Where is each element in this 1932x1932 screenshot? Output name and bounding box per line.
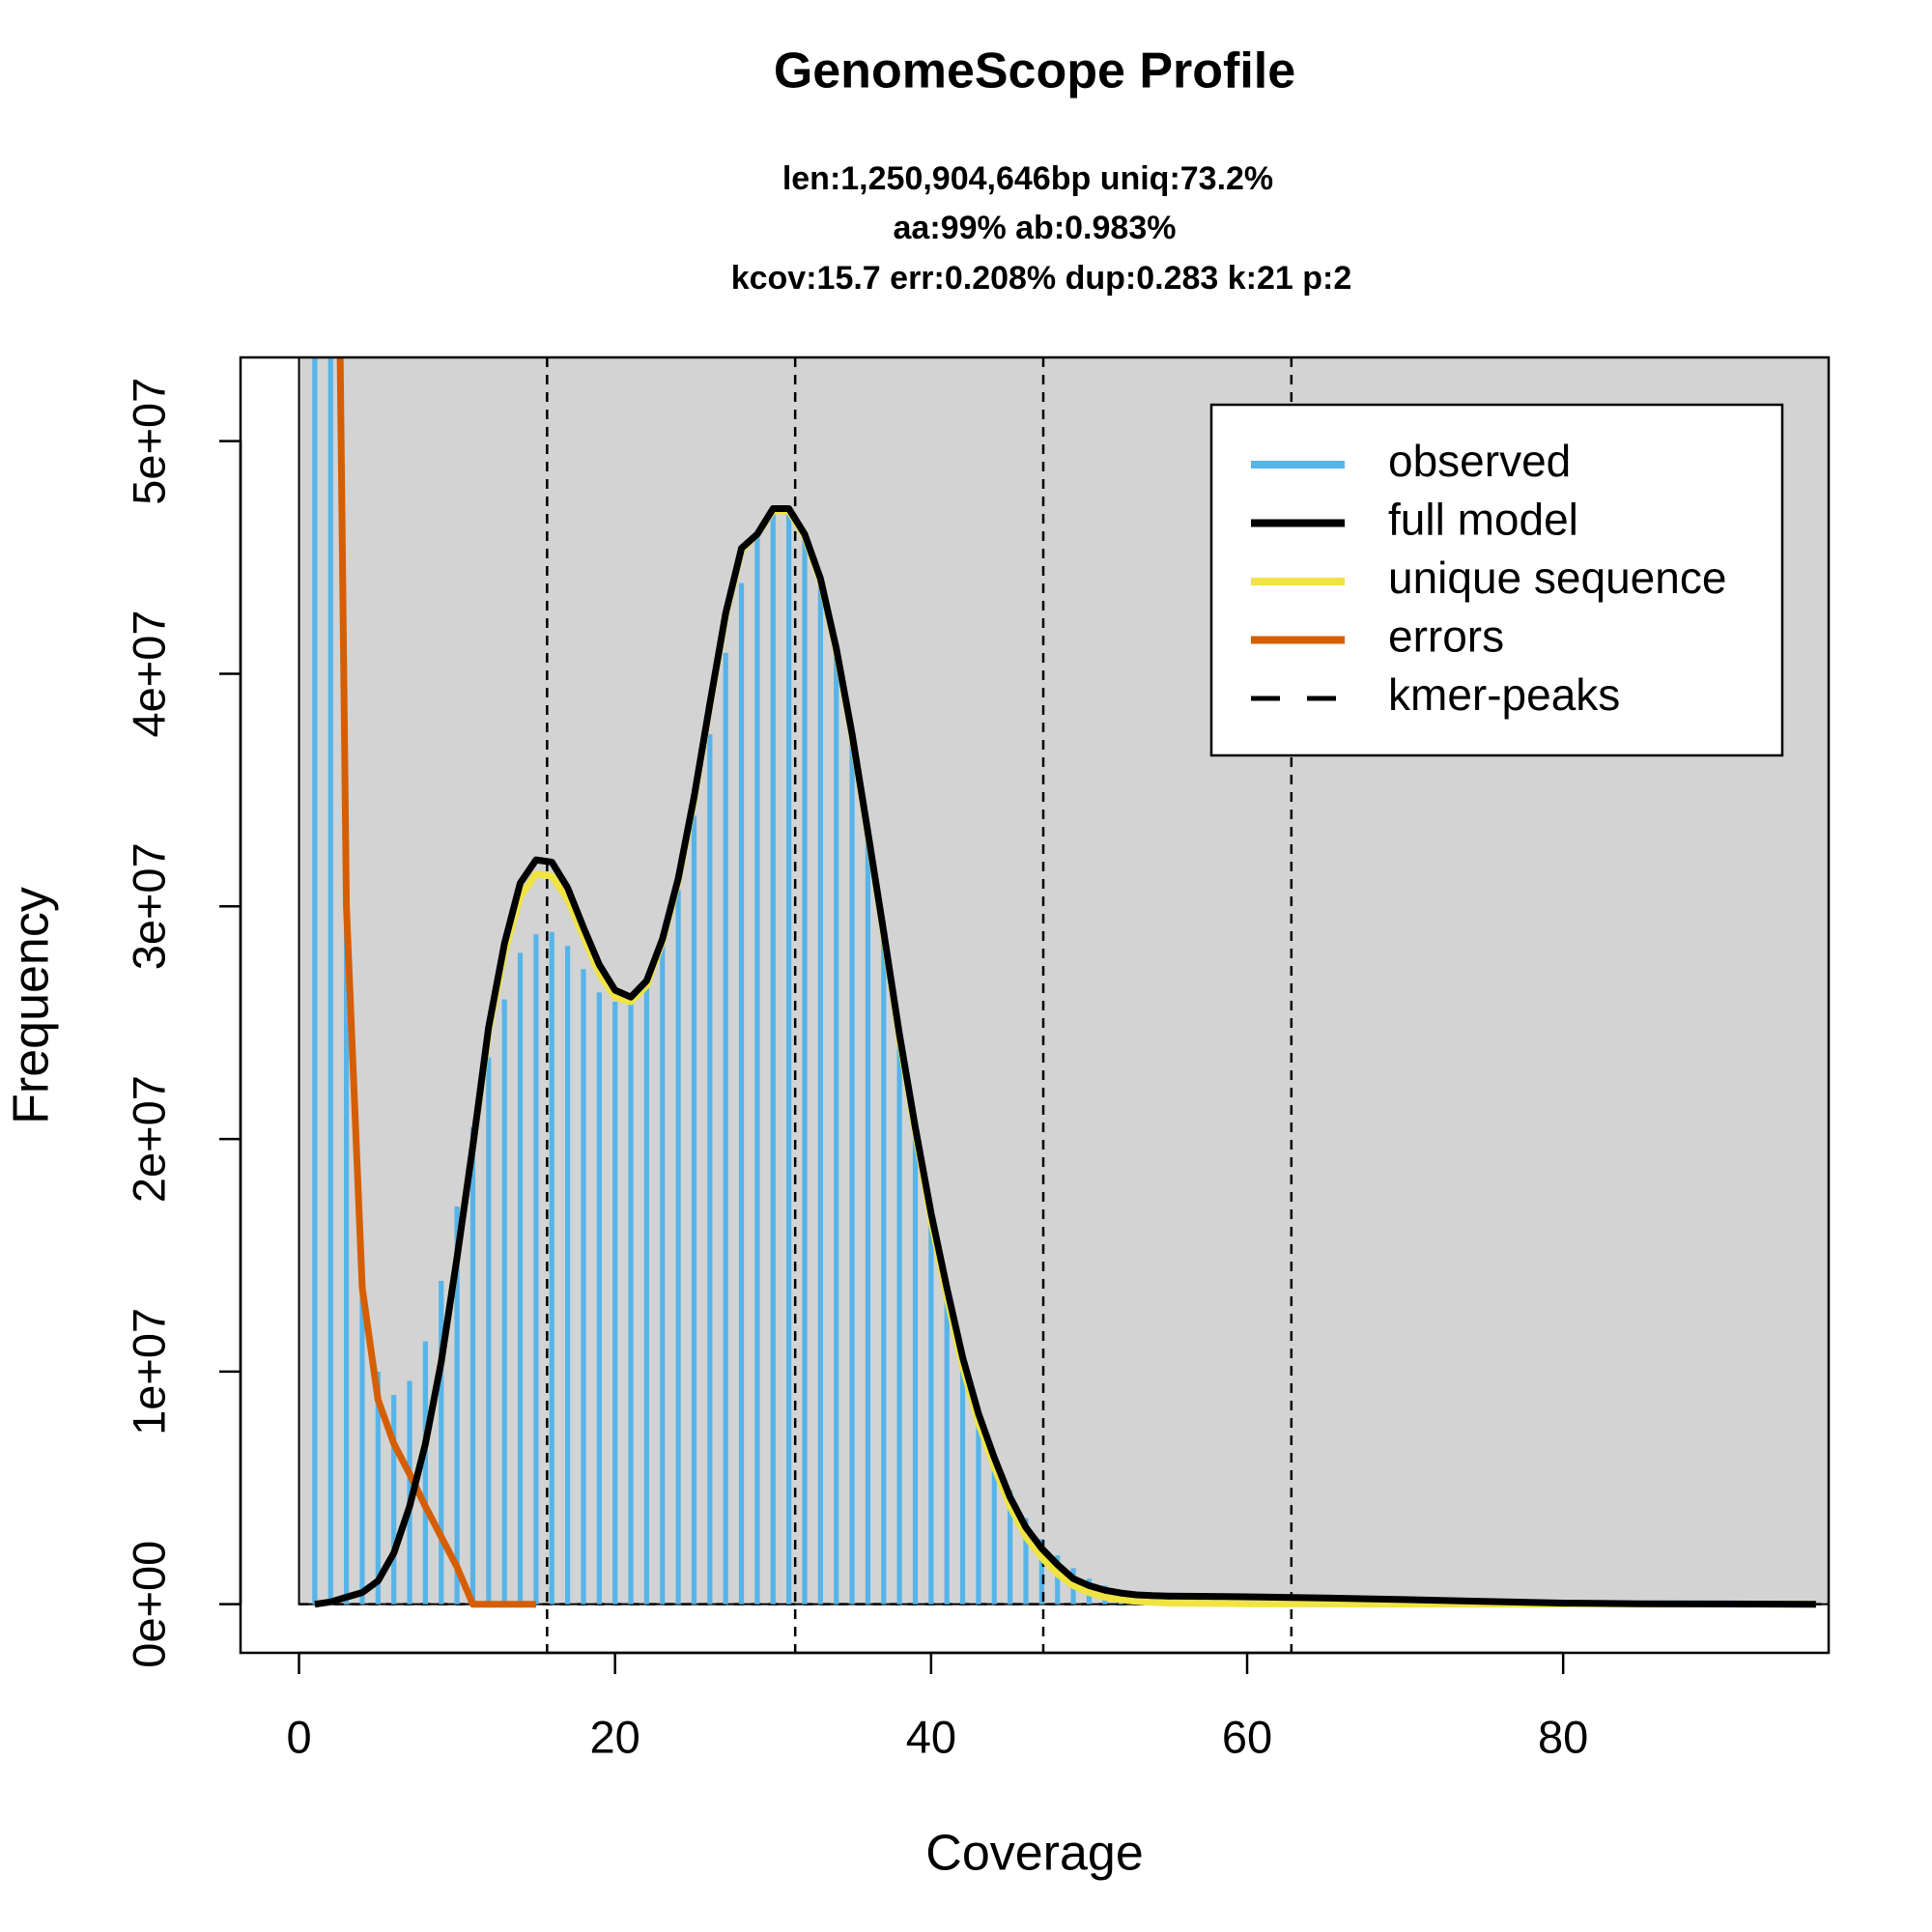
bar <box>612 1002 618 1605</box>
bar <box>881 934 887 1605</box>
legend-label: kmer-peaks <box>1388 669 1620 720</box>
x-tick-label: 60 <box>1222 1711 1272 1762</box>
bar <box>391 1394 397 1605</box>
y-tick-label: 4e+07 <box>123 610 174 737</box>
bar <box>422 1341 428 1605</box>
bar <box>344 906 350 1605</box>
bar <box>707 734 713 1605</box>
bar <box>549 931 554 1605</box>
plot-area <box>298 357 1829 1653</box>
bar <box>454 1206 460 1605</box>
bar <box>312 357 318 1605</box>
chart-subtitle: len:1,250,904,646bp uniq:73.2% <box>782 160 1273 197</box>
y-tick-label: 3e+07 <box>123 842 174 970</box>
y-tick-label: 5e+07 <box>123 378 174 505</box>
line <box>314 505 1816 1608</box>
legend-label: unique sequence <box>1388 553 1726 603</box>
bar <box>849 734 855 1605</box>
bar <box>327 357 333 1605</box>
bar <box>944 1288 950 1605</box>
bar <box>959 1357 966 1605</box>
chart-subtitle: aa:99% ab:0.983% <box>894 210 1177 246</box>
bar <box>723 652 728 1605</box>
legend-label: observed <box>1388 436 1571 486</box>
bar <box>817 584 823 1605</box>
bar <box>1038 1539 1044 1605</box>
y-tick-label: 2e+07 <box>123 1075 174 1203</box>
bar <box>865 834 871 1605</box>
bar <box>991 1455 997 1605</box>
y-tick-label: 0e+00 <box>123 1541 174 1668</box>
chart-title: GenomeScope Profile <box>774 43 1295 99</box>
legend-label: full model <box>1388 495 1578 545</box>
y-tick-label: 1e+07 <box>123 1308 174 1435</box>
bar <box>581 969 586 1605</box>
bar <box>1023 1518 1029 1605</box>
x-tick-label: 40 <box>906 1711 956 1762</box>
x-tick-label: 0 <box>286 1711 311 1762</box>
bar <box>517 952 524 1605</box>
bar <box>786 510 792 1605</box>
x-tick-label: 80 <box>1538 1711 1588 1762</box>
y-axis-label: Frequency <box>4 887 60 1124</box>
bar <box>802 538 808 1605</box>
bar <box>533 934 539 1605</box>
legend-label: errors <box>1388 611 1504 662</box>
bar <box>691 815 697 1605</box>
bar <box>770 508 776 1605</box>
line <box>336 357 536 1608</box>
bar <box>834 650 839 1605</box>
x-tick-label: 20 <box>590 1711 640 1762</box>
bar <box>643 982 650 1605</box>
bar <box>660 946 666 1605</box>
bar <box>896 1034 902 1605</box>
bar <box>486 1057 492 1605</box>
bar <box>501 999 507 1605</box>
legend: observed full model unique sequence errors k… <box>1209 403 1784 757</box>
chart-subtitle: kcov:15.7 err:0.208% dup:0.283 k:21 p:2 <box>731 260 1352 297</box>
bar <box>469 1127 476 1605</box>
x-axis-label: Coverage <box>925 1826 1143 1882</box>
bar <box>912 1127 919 1605</box>
bar <box>1008 1490 1013 1605</box>
bar <box>375 1371 381 1605</box>
bar <box>439 1280 444 1605</box>
bar <box>359 1278 365 1605</box>
bar <box>754 534 760 1605</box>
bar <box>1055 1555 1061 1605</box>
bar <box>565 946 571 1605</box>
bar <box>738 582 745 1605</box>
axes: 0 20 40 60 80 0e+00 1e+07 2e+07 3e+07 4e+07 5e+07 o… <box>123 355 1831 1762</box>
bar <box>928 1213 934 1605</box>
bar <box>675 890 681 1605</box>
bar <box>976 1413 981 1605</box>
bar <box>596 992 602 1605</box>
bar <box>628 1004 634 1605</box>
